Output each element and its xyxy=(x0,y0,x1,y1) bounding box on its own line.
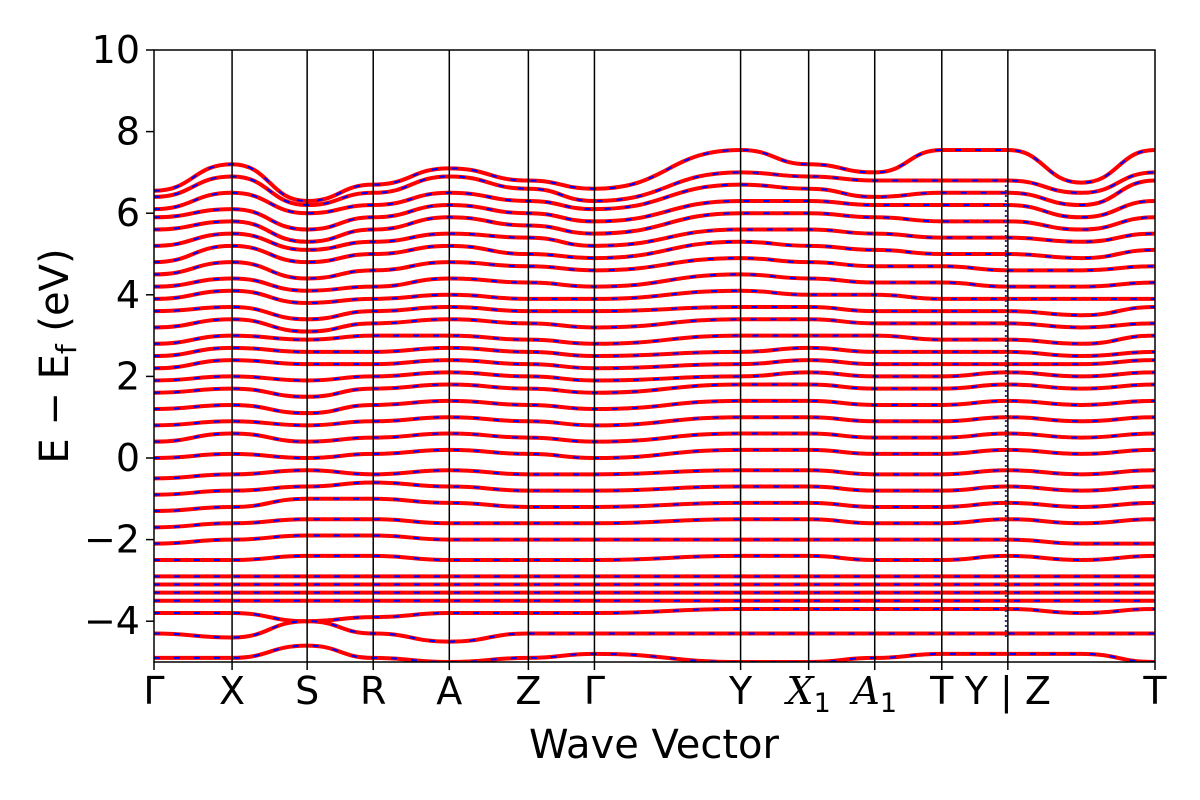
y-tick-label: 6 xyxy=(116,191,140,235)
band-overlay-20 xyxy=(154,448,1155,460)
band-line-20 xyxy=(154,447,1155,461)
band-overlay-17 xyxy=(154,399,1155,415)
band-overlay-19 xyxy=(154,432,1155,443)
band-line-18 xyxy=(154,415,1155,428)
band-overlay-26 xyxy=(154,554,1155,562)
kpoint-label: X1 xyxy=(784,669,831,719)
band-line-8 xyxy=(154,272,1155,293)
band-overlay-21 xyxy=(154,469,1155,480)
band-line-32 xyxy=(154,619,1155,644)
band-line-19 xyxy=(154,431,1155,444)
band-overlay-4 xyxy=(154,212,1155,243)
band-overlay-11 xyxy=(154,318,1155,333)
kpoint-label: T xyxy=(929,669,954,713)
band-overlay-2 xyxy=(154,179,1155,215)
bands-layer xyxy=(154,147,1155,662)
x-axis-label: Wave Vector xyxy=(529,722,780,768)
band-overlay-14 xyxy=(154,359,1155,370)
band-overlay-9 xyxy=(154,289,1155,304)
band-overlay-7 xyxy=(154,257,1155,280)
band-line-21 xyxy=(154,468,1155,481)
y-tick-label: 2 xyxy=(116,354,140,398)
y-tick-label: 4 xyxy=(116,273,140,317)
kpoint-label: X xyxy=(219,669,245,713)
band-line-6 xyxy=(154,239,1155,265)
y-axis-label: E − Ef (eV) xyxy=(32,248,83,463)
plot-frame xyxy=(153,49,1156,663)
band-line-2 xyxy=(154,178,1155,216)
kpoint-label: Γ xyxy=(584,669,605,713)
band-overlay-16 xyxy=(154,383,1155,398)
y-tick-label: 10 xyxy=(92,28,140,72)
band-overlay-13 xyxy=(154,346,1155,358)
kpath-lines xyxy=(231,50,1009,662)
kpoint-label: S xyxy=(295,669,319,713)
kpoint-label: Y | Z xyxy=(964,669,1051,714)
y-axis-ticks: −4 −2 0 2 4 6 8 10 xyxy=(84,28,154,643)
y-tick-label: 8 xyxy=(116,110,140,154)
y-tick-label: −4 xyxy=(84,599,140,643)
kpoint-label: Γ xyxy=(143,669,164,713)
kpoint-label: A1 xyxy=(849,669,897,719)
band-line-33 xyxy=(154,643,1155,662)
band-overlay-23 xyxy=(154,497,1155,513)
band-line-12 xyxy=(154,333,1155,346)
band-overlay-18 xyxy=(154,416,1155,427)
band-overlay-6 xyxy=(154,240,1155,264)
band-line-5 xyxy=(154,227,1155,252)
kpoint-label: T xyxy=(1142,669,1167,713)
kpoint-label: A xyxy=(436,669,462,713)
band-overlay-15 xyxy=(154,371,1155,382)
band-overlay-3 xyxy=(154,199,1155,231)
kpoint-label: R xyxy=(360,669,386,713)
band-overlay-22 xyxy=(154,481,1155,496)
y-tick-label: 0 xyxy=(116,436,140,480)
band-overlay-12 xyxy=(154,334,1155,345)
y-tick-label: −2 xyxy=(84,518,140,562)
kpoint-label: Z xyxy=(515,669,541,713)
band-line-25 xyxy=(154,533,1155,546)
band-overlay-33 xyxy=(154,644,1155,662)
kpoint-label: Y xyxy=(728,669,753,713)
band-overlay-32 xyxy=(154,620,1155,643)
band-line-24 xyxy=(154,517,1155,530)
band-overlay-10 xyxy=(154,306,1155,321)
